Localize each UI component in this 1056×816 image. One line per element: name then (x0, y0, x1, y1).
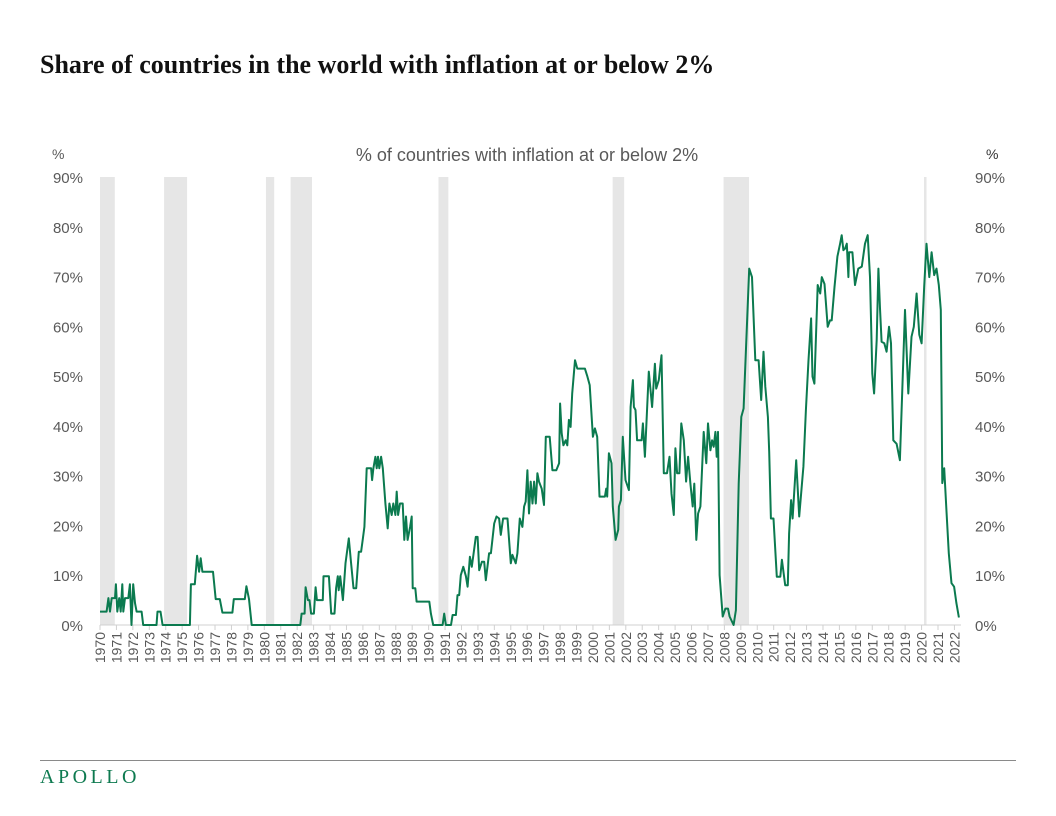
x-tick-label: 1999 (569, 632, 585, 663)
x-tick-label: 1984 (322, 632, 338, 663)
chart: 0% 10% 20% 30% 40% 50% 60% 70% 80% 90% 0% 10% 20% 30… (52, 145, 1005, 663)
chart-subtitle: % of countries with inflation at or belo… (356, 145, 698, 165)
recession-band (438, 177, 449, 625)
x-tick-label: 2020 (914, 632, 930, 663)
x-tick-label: 1987 (371, 632, 387, 663)
x-tick-label: 2005 (667, 632, 683, 663)
x-tick-label: 2003 (634, 632, 650, 663)
x-tick-label: 2012 (782, 632, 798, 663)
x-tick-label: 1996 (519, 632, 535, 663)
x-tick-label: 2016 (848, 632, 864, 663)
y-tick-label-right: 10% (975, 568, 1005, 585)
chart-title: Share of countries in the world with inf… (40, 50, 715, 79)
x-tick-label: 2009 (733, 632, 749, 663)
y-axis-right-unit: % (986, 146, 998, 162)
x-tick-label: 1998 (552, 632, 568, 663)
x-tick-label: 1978 (223, 632, 239, 663)
y-axis-right: 0% 10% 20% 30% 40% 50% 60% 70% 80% 90% (975, 170, 1005, 635)
x-tick-label: 1989 (404, 632, 420, 663)
apollo-logo: APOLLO (40, 766, 140, 788)
recession-band (612, 177, 625, 625)
y-tick-label-left: 0% (61, 618, 83, 635)
y-tick-label-left: 10% (53, 568, 83, 585)
x-tick-label: 2004 (651, 632, 667, 663)
x-tick-label: 2015 (831, 632, 847, 663)
x-tick-label: 1995 (503, 632, 519, 663)
x-tick-label: 1980 (256, 632, 272, 663)
y-tick-label-right: 40% (975, 419, 1005, 436)
y-tick-label-left: 20% (53, 518, 83, 535)
y-tick-label-right: 70% (975, 270, 1005, 287)
x-tick-label: 1970 (92, 632, 108, 663)
x-tick-label: 1977 (207, 632, 223, 663)
x-tick-label: 1975 (174, 632, 190, 663)
x-tick-label: 2008 (716, 632, 732, 663)
y-tick-label-right: 60% (975, 319, 1005, 336)
x-axis: 1970 1971 1972 1973 1974 1975 1976 1977 1978 1979… (92, 632, 962, 663)
y-tick-label-left: 70% (53, 270, 83, 287)
x-tick-label: 1986 (355, 632, 371, 663)
x-tick-label: 2017 (864, 632, 880, 663)
y-tick-label-right: 50% (975, 369, 1005, 386)
y-axis-left-unit: % (52, 146, 64, 162)
x-tick-label: 2000 (585, 632, 601, 663)
x-tick-label: 1997 (536, 632, 552, 663)
y-tick-label-left: 90% (53, 170, 83, 187)
x-tick-label: 1983 (306, 632, 322, 663)
y-tick-label-left: 60% (53, 319, 83, 336)
y-tick-label-right: 20% (975, 518, 1005, 535)
x-tick-label: 2013 (799, 632, 815, 663)
x-tick-label: 2019 (897, 632, 913, 663)
x-tick-label: 1994 (486, 632, 502, 663)
recession-band (924, 177, 927, 625)
x-tick-label: 1982 (289, 632, 305, 663)
y-tick-label-right: 90% (975, 170, 1005, 187)
x-tick-label: 2006 (684, 632, 700, 663)
recession-bands (100, 177, 927, 625)
x-tick-label: 1973 (141, 632, 157, 663)
recession-band (265, 177, 275, 625)
x-tick-label: 2014 (815, 632, 831, 663)
y-tick-label-left: 30% (53, 469, 83, 486)
x-tick-label: 2002 (618, 632, 634, 663)
x-tick-label: 1992 (453, 632, 469, 663)
x-tick-label: 1991 (437, 632, 453, 663)
footer-divider (40, 760, 1016, 761)
x-tick-label: 1993 (470, 632, 486, 663)
series-line (100, 234, 960, 626)
x-tick-label: 2011 (766, 632, 782, 662)
x-tick-label: 2021 (930, 632, 946, 663)
axes (99, 624, 961, 630)
recession-band (290, 177, 312, 625)
x-tick-label: 1971 (108, 632, 124, 663)
x-tick-label: 1985 (338, 632, 354, 663)
x-tick-label: 1981 (273, 632, 289, 663)
x-tick-label: 1974 (158, 632, 174, 663)
y-tick-label-right: 80% (975, 220, 1005, 237)
y-tick-label-left: 50% (53, 369, 83, 386)
x-tick-label: 2022 (946, 632, 962, 663)
recession-band (164, 177, 188, 625)
x-tick-label: 2018 (881, 632, 897, 663)
y-tick-label-right: 0% (975, 618, 997, 635)
y-tick-label-right: 30% (975, 469, 1005, 486)
y-tick-label-left: 80% (53, 220, 83, 237)
x-tick-label: 1990 (421, 632, 437, 663)
recession-band (100, 177, 115, 625)
x-tick-label: 1972 (125, 632, 141, 663)
x-tick-label: 2010 (749, 632, 765, 663)
x-tick-label: 1979 (240, 632, 256, 663)
y-tick-label-left: 40% (53, 419, 83, 436)
x-tick-label: 2007 (700, 632, 716, 663)
x-tick-label: 1976 (191, 632, 207, 663)
y-axis-left: 0% 10% 20% 30% 40% 50% 60% 70% 80% 90% (53, 170, 83, 635)
x-tick-label: 1988 (388, 632, 404, 663)
x-tick-label: 2001 (601, 632, 617, 663)
